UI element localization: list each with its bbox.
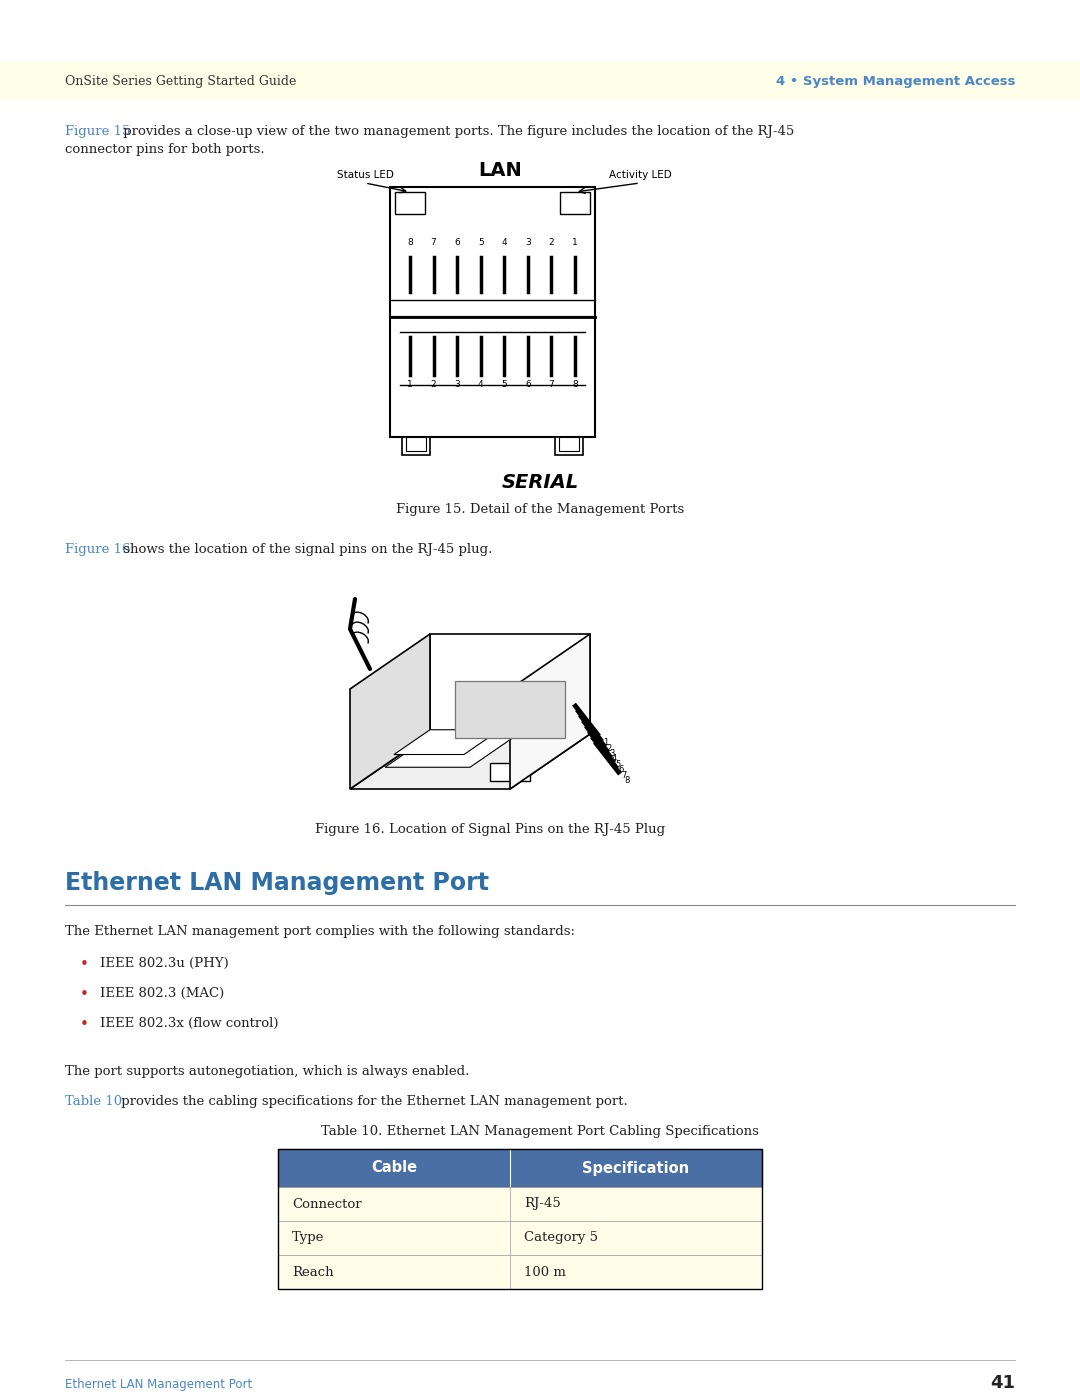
Polygon shape [384,735,518,767]
Bar [555,437,583,455]
Text: 3: 3 [455,380,460,388]
Text: Ethernet LAN Management Port: Ethernet LAN Management Port [65,870,489,895]
Text: 3: 3 [525,237,530,247]
Polygon shape [430,634,590,733]
Text: Figure 16. Location of Signal Pins on the RJ-45 Plug: Figure 16. Location of Signal Pins on th… [315,823,665,835]
Text: 2: 2 [549,237,554,247]
Text: provides the cabling specifications for the Ethernet LAN management port.: provides the cabling specifications for … [117,1095,627,1108]
Bar [390,317,595,437]
Bar [390,187,595,317]
Bar [395,191,426,214]
Text: Category 5: Category 5 [524,1232,598,1245]
Text: Cable: Cable [370,1161,417,1175]
Text: connector pins for both ports.: connector pins for both ports. [65,142,265,156]
Text: 4 • System Management Access: 4 • System Management Access [775,74,1015,88]
Bar [406,437,426,451]
Text: Figure 16: Figure 16 [65,543,131,556]
Bar [490,763,530,781]
Text: RJ-45: RJ-45 [524,1197,561,1210]
Text: 4: 4 [501,237,508,247]
Text: 2: 2 [606,743,611,753]
Text: Figure 15. Detail of the Management Ports: Figure 15. Detail of the Management Port… [396,503,684,515]
Bar [402,437,430,455]
Text: 4: 4 [478,380,484,388]
Bar [278,1187,762,1221]
Bar [278,1221,762,1255]
Text: provides a close-up view of the two management ports. The figure includes the lo: provides a close-up view of the two mana… [119,124,794,138]
Text: shows the location of the signal pins on the RJ-45 plug.: shows the location of the signal pins on… [119,543,492,556]
Bar [559,437,579,451]
Text: 7: 7 [621,771,626,780]
Text: 1: 1 [407,380,413,388]
Text: 8: 8 [624,775,630,785]
Text: IEEE 802.3 (MAC): IEEE 802.3 (MAC) [100,988,225,1000]
Text: 1: 1 [572,237,578,247]
Bar [278,1255,762,1289]
Text: 8: 8 [407,237,413,247]
Polygon shape [350,733,590,789]
Text: Reach: Reach [292,1266,334,1278]
Text: •: • [80,957,89,972]
Text: 3: 3 [609,749,615,759]
Text: 7: 7 [549,380,554,388]
Bar [0,61,1080,101]
Text: SERIAL: SERIAL [501,474,579,492]
Text: Activity LED: Activity LED [609,170,672,180]
Bar [278,1148,762,1187]
Text: Ethernet LAN Management Port: Ethernet LAN Management Port [65,1377,253,1391]
Text: 6: 6 [455,237,460,247]
Text: Table 10: Table 10 [65,1095,122,1108]
Text: •: • [80,988,89,1002]
Text: 5: 5 [501,380,508,388]
Polygon shape [394,729,500,754]
Bar [561,191,590,214]
Text: 6: 6 [525,380,530,388]
Text: 41: 41 [990,1375,1015,1391]
Text: IEEE 802.3x (flow control): IEEE 802.3x (flow control) [100,1017,279,1030]
Text: Table 10. Ethernet LAN Management Port Cabling Specifications: Table 10. Ethernet LAN Management Port C… [321,1125,759,1139]
Text: LAN: LAN [478,161,522,180]
Polygon shape [350,634,430,789]
Text: 6: 6 [618,766,623,774]
Text: 4: 4 [612,754,618,763]
Text: •: • [80,1017,89,1032]
Bar [455,680,565,738]
Bar [278,1148,762,1289]
Text: 5: 5 [615,760,620,768]
Text: Type: Type [292,1232,324,1245]
Text: OnSite Series Getting Started Guide: OnSite Series Getting Started Guide [65,74,296,88]
Text: 7: 7 [431,237,436,247]
Text: 8: 8 [572,380,578,388]
Text: 100 m: 100 m [524,1266,566,1278]
Polygon shape [510,634,590,789]
Text: Status LED: Status LED [337,170,393,180]
Text: The Ethernet LAN management port complies with the following standards:: The Ethernet LAN management port complie… [65,925,575,937]
Text: Specification: Specification [582,1161,689,1175]
Text: 2: 2 [431,380,436,388]
Text: Figure 15: Figure 15 [65,124,131,138]
Text: The port supports autonegotiation, which is always enabled.: The port supports autonegotiation, which… [65,1065,470,1078]
Text: 5: 5 [477,237,484,247]
Text: 1: 1 [603,738,608,747]
Text: Connector: Connector [292,1197,362,1210]
Text: IEEE 802.3u (PHY): IEEE 802.3u (PHY) [100,957,229,970]
